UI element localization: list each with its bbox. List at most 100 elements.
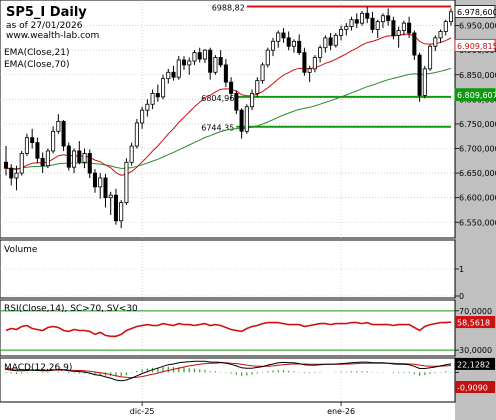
candle-body xyxy=(344,26,349,30)
candle-body xyxy=(276,32,281,42)
price-tick-label: 6.750,000 xyxy=(459,120,496,129)
candle-body xyxy=(375,21,380,30)
candle-body xyxy=(171,71,176,78)
volume-label: Volume xyxy=(4,245,38,255)
x-tick-label: dic-25 xyxy=(130,407,155,416)
candle-body xyxy=(438,31,443,39)
candle-body xyxy=(161,78,166,98)
level-label: 6744,35 xyxy=(201,124,234,133)
candle-body xyxy=(265,49,270,66)
volume-gridlines xyxy=(0,268,455,297)
candle-body xyxy=(40,157,45,167)
x-axis: dic-25 ene-26 xyxy=(130,402,355,416)
candle-body xyxy=(134,122,139,147)
candle-body xyxy=(396,30,401,36)
candle-body xyxy=(333,35,338,46)
candle-body xyxy=(244,106,249,132)
candle-body xyxy=(87,153,92,174)
candle-body xyxy=(77,150,82,163)
candle-body xyxy=(51,130,56,152)
macd-layer xyxy=(5,360,452,382)
candle-body xyxy=(145,103,150,111)
price-tick-label: 6.650,000 xyxy=(459,169,496,178)
price-value-tag xyxy=(454,38,496,52)
candlesticks xyxy=(3,6,454,229)
rsi-label: RSI(Close,14), SC>70, SV<30 xyxy=(4,304,138,314)
rsi-value-tag xyxy=(455,316,495,329)
candle-body xyxy=(14,172,19,179)
candle-body xyxy=(45,150,50,167)
price-gridlines xyxy=(0,0,455,402)
candle-body xyxy=(9,167,14,179)
rsi-panel[interactable]: RSI(Close,14), SC>70, SV<30 70,0000 30,00… xyxy=(0,299,495,357)
ema70-line xyxy=(5,67,452,170)
ema70-layer xyxy=(5,67,452,170)
candle-body xyxy=(176,59,181,78)
source-label: www.wealth-lab.com xyxy=(6,31,99,41)
candle-body xyxy=(234,93,239,111)
candle-body xyxy=(3,161,9,169)
candle-body xyxy=(192,52,197,62)
macd-hist-value-tag-label: -0,9090 xyxy=(457,384,488,393)
price-levels: 6988,82 6804,96 6744,35 xyxy=(201,3,451,133)
candle-body xyxy=(365,12,370,19)
ema21-legend: EMA(Close,21) xyxy=(4,48,69,58)
candle-body xyxy=(339,29,344,36)
macd-panel[interactable]: MACD(12,26,9) 22,1282 -0,9090 xyxy=(0,357,495,403)
candle-body xyxy=(239,109,244,132)
candle-body xyxy=(19,153,24,174)
candle-body xyxy=(129,145,134,163)
macd-y-axis: 22,1282 -0,9090 xyxy=(455,357,495,393)
rsi-value-tag-label: 58,5618 xyxy=(457,319,490,328)
price-y-axis: 6.950,0006.900,0006.850,0006.800,0006.75… xyxy=(455,22,496,227)
volume-panel[interactable]: Volume 10 xyxy=(0,239,464,301)
level-label: 6804,96 xyxy=(201,94,234,103)
candle-body xyxy=(318,47,323,58)
candle-body xyxy=(433,37,438,47)
candle-body xyxy=(56,121,61,132)
rsi-layer xyxy=(0,310,455,351)
candle-body xyxy=(82,153,87,163)
rsi-y-axis: 70,0000 30,0000 58,5618 xyxy=(455,307,495,355)
candle-body xyxy=(448,11,454,23)
candle-body xyxy=(407,22,412,34)
candle-body xyxy=(422,68,427,96)
candle-body xyxy=(443,21,448,32)
rsi-tick-label: 70,0000 xyxy=(459,307,492,316)
ema70-legend: EMA(Close,70) xyxy=(4,60,69,70)
rsi-tick-label: 30,0000 xyxy=(459,346,492,355)
candle-body xyxy=(24,137,29,154)
x-tick-label: ene-26 xyxy=(327,407,355,416)
candle-body xyxy=(113,194,118,222)
candle-body xyxy=(291,40,296,47)
candle-body xyxy=(35,142,40,159)
price-tick-label: 6.850,000 xyxy=(459,71,496,80)
chart-subtitle: as of 27/01/2026 xyxy=(6,21,83,31)
candle-body xyxy=(386,15,391,22)
candle-body xyxy=(187,60,192,66)
candle-body xyxy=(417,54,422,96)
candle-body xyxy=(61,121,66,147)
candle-body xyxy=(66,145,71,168)
candle-body xyxy=(270,40,276,51)
volume-tick-label: 0 xyxy=(459,292,464,301)
candle-body xyxy=(30,137,35,144)
candle-body xyxy=(391,20,396,36)
candle-body xyxy=(98,177,103,188)
candle-body xyxy=(202,49,207,60)
candle-body xyxy=(323,37,328,49)
price-value-tag-label: 6.978,600 xyxy=(457,8,496,17)
candle-body xyxy=(213,57,218,73)
candle-body xyxy=(428,45,433,70)
candle-body xyxy=(229,81,234,94)
candle-body xyxy=(349,19,354,27)
rsi-line xyxy=(5,321,452,338)
candle-body xyxy=(302,52,307,73)
candle-body xyxy=(286,37,291,47)
price-panel[interactable]: 6988,82 6804,96 6744,35 6.950,0006.900,000… xyxy=(0,0,496,402)
candle-body xyxy=(312,57,317,70)
candle-body xyxy=(108,194,113,199)
candle-body xyxy=(150,93,155,105)
candle-body xyxy=(124,161,129,203)
